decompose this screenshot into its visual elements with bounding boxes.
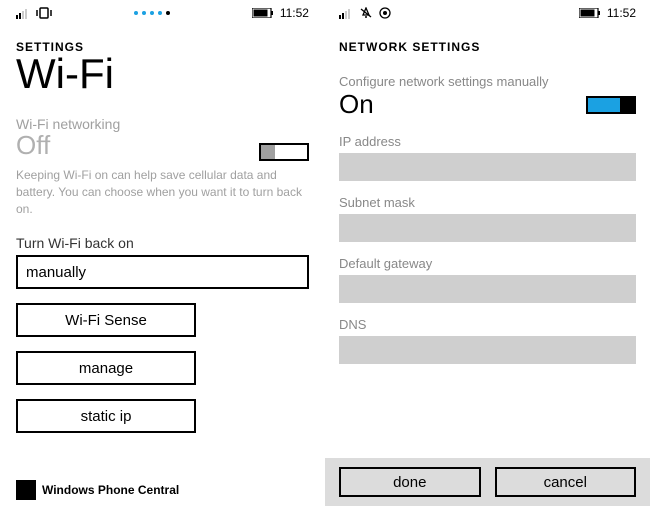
- turn-back-label: Turn Wi-Fi back on: [16, 235, 309, 251]
- location-icon: [379, 7, 391, 19]
- bottom-bar: done cancel: [325, 458, 650, 506]
- clock: 11:52: [607, 6, 636, 20]
- turn-back-value: manually: [26, 264, 86, 281]
- turn-back-select[interactable]: manually: [16, 255, 309, 289]
- signal-icon: [16, 7, 30, 19]
- ip-input[interactable]: [339, 153, 636, 181]
- subnet-label: Subnet mask: [339, 195, 636, 210]
- configure-toggle[interactable]: [586, 96, 636, 114]
- dns-input[interactable]: [339, 336, 636, 364]
- manage-button[interactable]: manage: [16, 351, 196, 385]
- dns-label: DNS: [339, 317, 636, 332]
- battery-icon: [579, 8, 601, 18]
- battery-icon: [252, 8, 274, 18]
- cancel-button[interactable]: cancel: [495, 467, 637, 497]
- status-right: 11:52: [579, 6, 636, 20]
- status-left: [16, 7, 52, 19]
- static-ip-button[interactable]: static ip: [16, 399, 196, 433]
- wp-logo-icon: [16, 480, 36, 500]
- status-right: 11:52: [252, 6, 309, 20]
- vibrate-icon: [36, 7, 52, 19]
- status-left: [339, 7, 391, 19]
- wifi-networking-value: Off: [16, 130, 120, 161]
- status-bar: 11:52: [339, 0, 636, 22]
- configure-label: Configure network settings manually: [339, 74, 636, 91]
- gateway-label: Default gateway: [339, 256, 636, 271]
- page-dots: [134, 11, 170, 15]
- signal-icon: [339, 7, 353, 19]
- ip-label: IP address: [339, 134, 636, 149]
- left-screen: 11:52 SETTINGS Wi-Fi Wi-Fi networking Of…: [0, 0, 325, 506]
- footer-brand: Windows Phone Central: [16, 480, 179, 500]
- page-title: Wi-Fi: [16, 50, 309, 98]
- bell-off-icon: [359, 7, 373, 19]
- subnet-input[interactable]: [339, 214, 636, 242]
- clock: 11:52: [280, 6, 309, 20]
- right-screen: 11:52 NETWORK SETTINGS Configure network…: [325, 0, 650, 506]
- gateway-input[interactable]: [339, 275, 636, 303]
- wifi-toggle[interactable]: [259, 143, 309, 161]
- status-bar: 11:52: [16, 0, 309, 22]
- configure-value: On: [339, 89, 374, 120]
- wifi-sense-button[interactable]: Wi-Fi Sense: [16, 303, 196, 337]
- done-button[interactable]: done: [339, 467, 481, 497]
- wifi-help-text: Keeping Wi-Fi on can help save cellular …: [16, 167, 309, 217]
- network-settings-header: NETWORK SETTINGS: [339, 40, 636, 54]
